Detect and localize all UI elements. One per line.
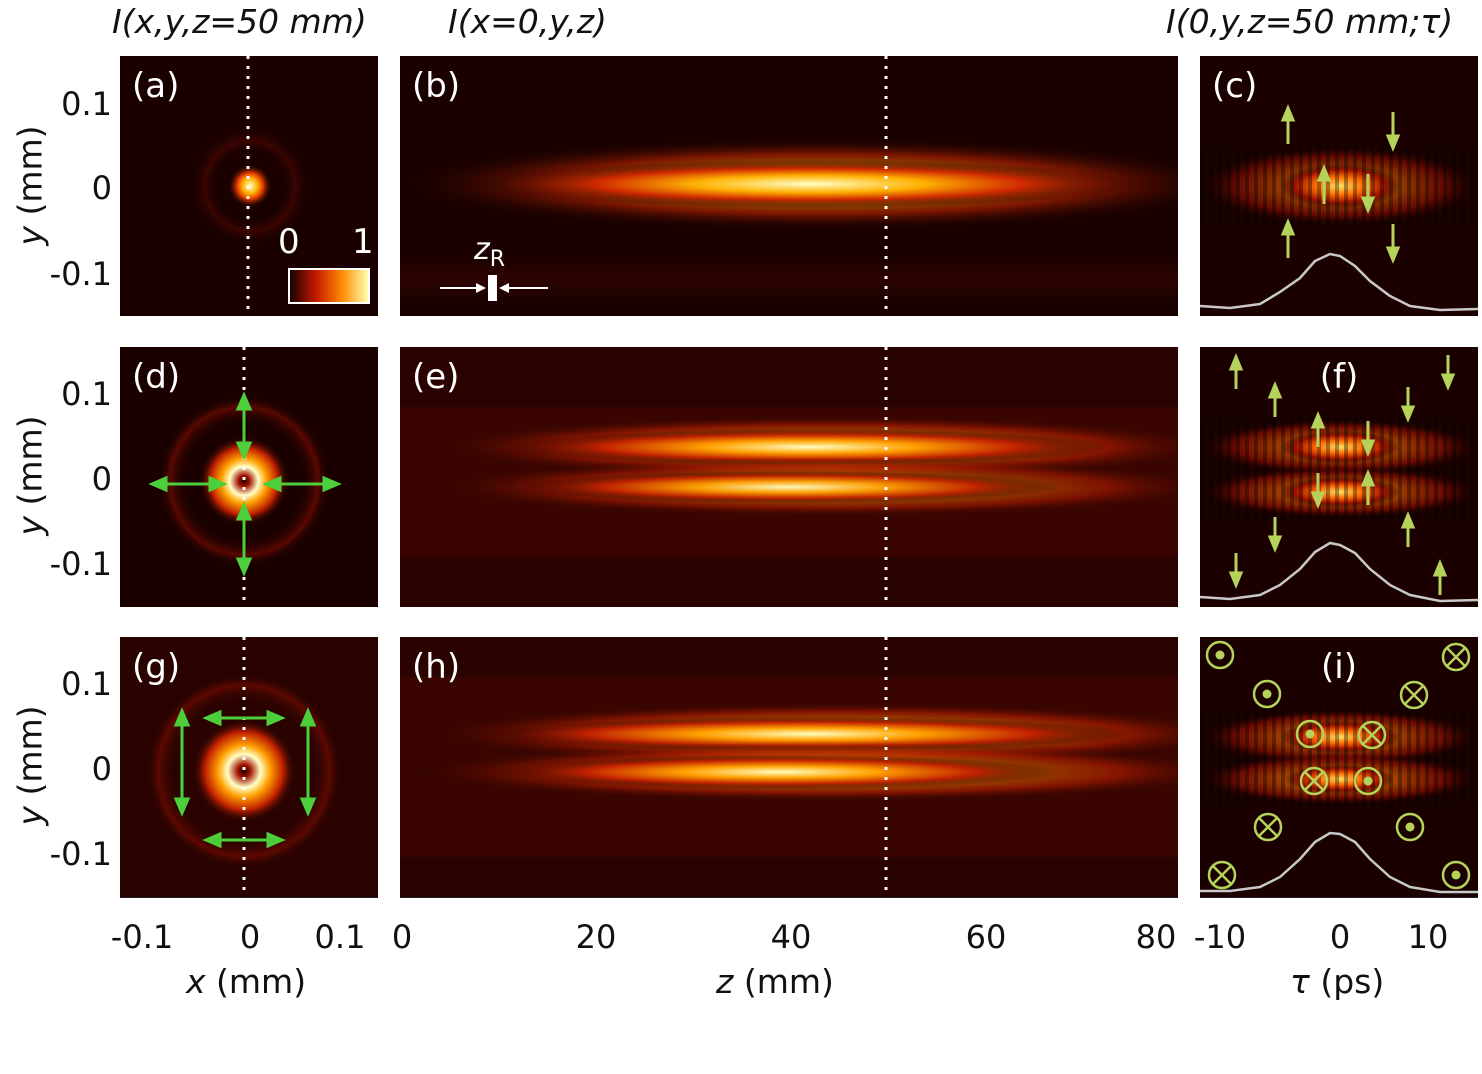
panel-i-temporal-azimuthal: (i): [1200, 637, 1478, 897]
y-tick-r3-0.1: 0.1: [61, 665, 112, 703]
y-tick-r1-0: 0: [91, 169, 112, 207]
panel-c-temporal-gaussian: (c): [1200, 56, 1478, 316]
z-tick-80: 80: [1135, 918, 1177, 956]
z-tick-40: 40: [770, 918, 812, 956]
panel-i-label: (i): [1321, 647, 1357, 687]
y-tick-r1--0.1: -0.1: [49, 255, 112, 293]
y-tick-r2--0.1: -0.1: [49, 545, 112, 583]
panel-h-label: (h): [412, 647, 461, 687]
colorbar-max-label: 1: [352, 222, 374, 262]
tau-tick--10: -10: [1193, 918, 1247, 956]
title-transverse-intensity: I(x,y,z=50 mm): [112, 2, 367, 41]
z-tick-0: 0: [391, 918, 413, 956]
bottom-axis-line-x: [120, 897, 378, 898]
y-tick-r2-0: 0: [91, 460, 112, 498]
x-tick--0.1: -0.1: [110, 918, 174, 956]
panel-d-label: (d): [132, 357, 181, 397]
colorbar: [288, 268, 370, 304]
z-tick-20: 20: [575, 918, 617, 956]
panel-g-transverse-azimuthal: (g): [120, 637, 378, 897]
x-tick-0: 0: [239, 918, 261, 956]
panel-a-label: (a): [132, 66, 180, 106]
y-tick-r2-0.1: 0.1: [61, 375, 112, 413]
panel-e-label: (e): [412, 357, 460, 397]
panel-b-label: (b): [412, 66, 461, 106]
x-tick-0.1: 0.1: [314, 918, 366, 956]
title-longitudinal-intensity: I(x=0,y,z): [448, 2, 607, 41]
title-temporal-intensity: I(0,y,z=50 mm;τ): [1166, 2, 1454, 41]
colorbar-min-label: 0: [278, 222, 300, 262]
panel-f-label: (f): [1319, 357, 1359, 397]
z-axis-label: z (mm): [716, 962, 834, 1001]
y-tick-r1-0.1: 0.1: [61, 85, 112, 123]
rayleigh-length-label: zR: [474, 232, 506, 272]
y-tick-r3--0.1: -0.1: [49, 835, 112, 873]
tau-tick-10: 10: [1407, 918, 1449, 956]
x-axis-label: x (mm): [186, 962, 307, 1001]
bottom-axis-line-tau: [1200, 897, 1478, 898]
panel-e-longitudinal-radial: (e): [400, 347, 1178, 607]
panel-c-label: (c): [1212, 66, 1258, 106]
panel-b-longitudinal-gaussian: (b) zR: [400, 56, 1178, 316]
tau-tick-0: 0: [1329, 918, 1351, 956]
panel-d-transverse-radial: (d): [120, 347, 378, 607]
y-tick-r3-0: 0: [91, 750, 112, 788]
panel-g-label: (g): [132, 647, 181, 687]
panel-a-transverse-gaussian: (a) 0 1: [120, 56, 378, 316]
tau-axis-label: τ (ps): [1290, 962, 1385, 1001]
panel-f-temporal-radial: (f): [1200, 347, 1478, 607]
bottom-axis-line-z: [400, 897, 1178, 898]
panel-h-longitudinal-azimuthal: (h): [400, 637, 1178, 897]
z-tick-60: 60: [965, 918, 1007, 956]
